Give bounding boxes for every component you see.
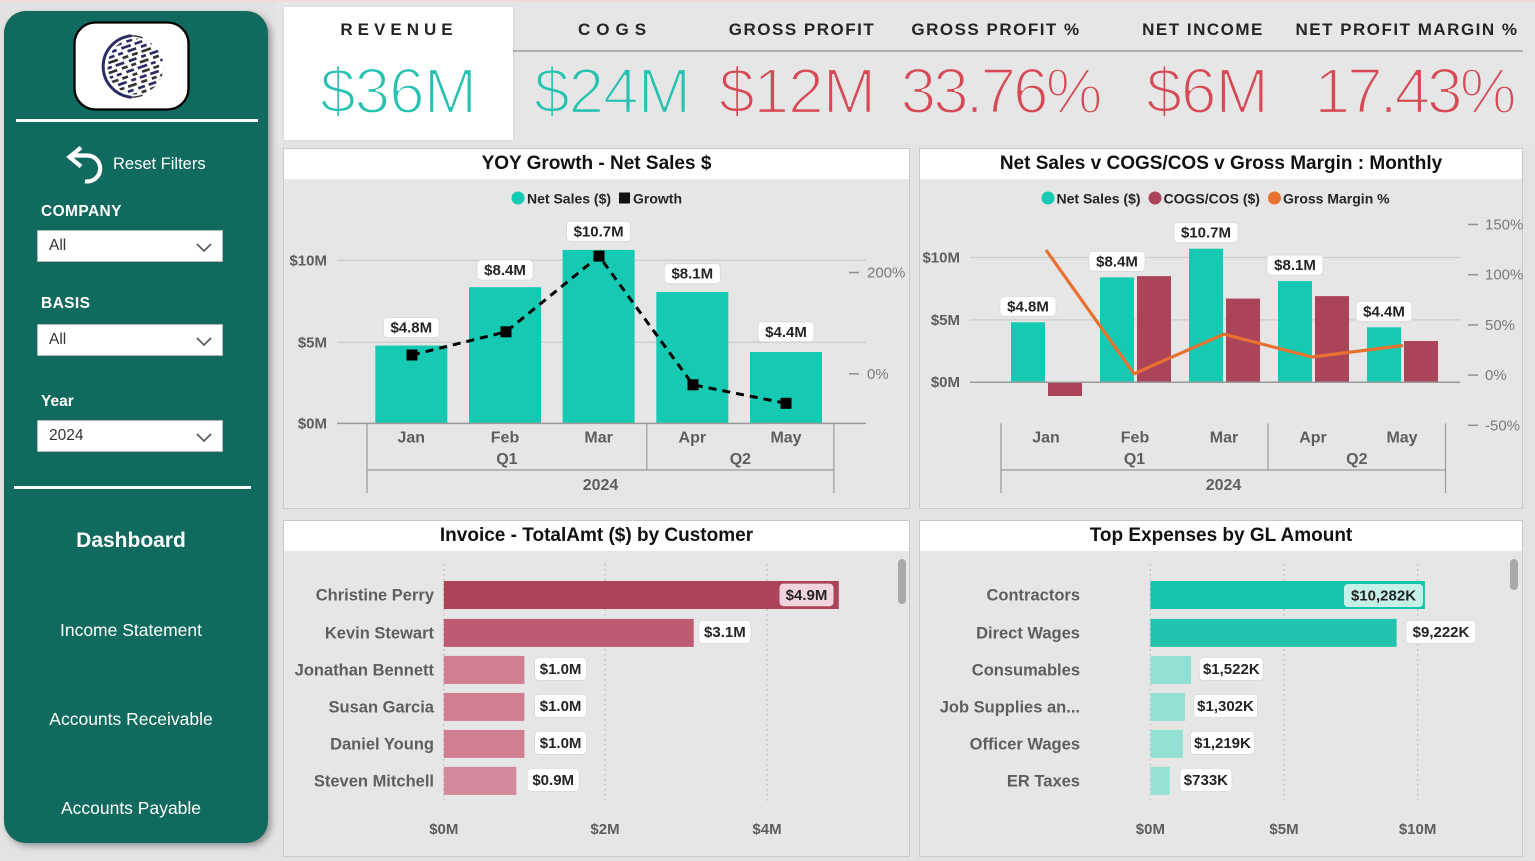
svg-text:$8.1M: $8.1M — [1274, 257, 1316, 274]
svg-text:Q2: Q2 — [1346, 451, 1367, 468]
svg-text:ER Taxes: ER Taxes — [1007, 772, 1080, 790]
svg-text:$0M: $0M — [429, 821, 458, 838]
svg-text:$4.9M: $4.9M — [786, 587, 828, 604]
svg-text:$4M: $4M — [752, 821, 781, 838]
svg-text:Jan: Jan — [1032, 430, 1060, 447]
svg-text:100%: 100% — [1485, 267, 1523, 284]
svg-text:$8.4M: $8.4M — [484, 262, 526, 279]
svg-text:Jonathan Bennett: Jonathan Bennett — [295, 661, 435, 679]
svg-text:Q1: Q1 — [1124, 451, 1145, 468]
svg-text:0%: 0% — [867, 366, 889, 383]
svg-text:Q2: Q2 — [730, 451, 751, 468]
svg-text:$733K: $733K — [1184, 772, 1228, 789]
svg-text:$1,522K: $1,522K — [1203, 661, 1260, 678]
svg-text:Q1: Q1 — [496, 451, 517, 468]
svg-text:50%: 50% — [1485, 317, 1515, 334]
svg-text:Christine Perry: Christine Perry — [316, 587, 435, 605]
svg-text:$10.7M: $10.7M — [1181, 225, 1231, 242]
svg-text:COGS/COS ($): COGS/COS ($) — [1164, 191, 1260, 207]
svg-text:Officer Wages: Officer Wages — [970, 735, 1080, 753]
svg-text:$1.0M: $1.0M — [540, 698, 582, 715]
svg-text:Mar: Mar — [1210, 430, 1238, 447]
svg-text:$4.8M: $4.8M — [1007, 298, 1049, 315]
svg-text:Daniel Young: Daniel Young — [330, 735, 434, 753]
svg-text:Jan: Jan — [398, 430, 426, 447]
svg-text:$5M: $5M — [1269, 821, 1298, 838]
svg-text:Susan Garcia: Susan Garcia — [329, 698, 435, 716]
svg-text:$1.0M: $1.0M — [540, 735, 582, 752]
svg-text:$0M: $0M — [1136, 821, 1165, 838]
svg-text:2024: 2024 — [583, 477, 619, 494]
svg-text:$8.1M: $8.1M — [671, 266, 713, 283]
svg-text:Apr: Apr — [679, 430, 707, 447]
svg-text:Net Sales ($): Net Sales ($) — [527, 191, 611, 207]
svg-text:$5M: $5M — [931, 312, 960, 329]
svg-text:Mar: Mar — [584, 430, 612, 447]
svg-text:Contractors: Contractors — [986, 587, 1080, 605]
svg-text:Feb: Feb — [1121, 430, 1150, 447]
svg-text:$10,282K: $10,282K — [1351, 588, 1416, 605]
svg-text:$10M: $10M — [1399, 821, 1437, 838]
svg-text:Net Sales ($): Net Sales ($) — [1057, 191, 1141, 207]
svg-text:0%: 0% — [1485, 367, 1507, 384]
svg-text:$10M: $10M — [922, 250, 960, 267]
svg-text:Job Supplies an...: Job Supplies an... — [940, 698, 1080, 716]
svg-text:150%: 150% — [1485, 217, 1523, 234]
svg-text:$1,302K: $1,302K — [1197, 698, 1254, 715]
svg-text:$0.9M: $0.9M — [532, 772, 574, 789]
svg-text:$4.8M: $4.8M — [390, 320, 432, 337]
svg-text:Apr: Apr — [1299, 430, 1327, 447]
svg-text:$2M: $2M — [590, 821, 619, 838]
svg-text:$0M: $0M — [298, 415, 327, 432]
svg-text:Consumables: Consumables — [972, 661, 1080, 679]
svg-text:Kevin Stewart: Kevin Stewart — [325, 624, 435, 642]
svg-text:Direct Wages: Direct Wages — [976, 624, 1080, 642]
svg-text:$9,222K: $9,222K — [1413, 624, 1470, 641]
svg-text:-50%: -50% — [1485, 417, 1520, 434]
svg-text:Feb: Feb — [491, 430, 520, 447]
svg-text:May: May — [770, 430, 801, 447]
svg-text:$1,219K: $1,219K — [1194, 735, 1251, 752]
svg-text:$5M: $5M — [298, 334, 327, 351]
svg-text:2024: 2024 — [1206, 477, 1242, 494]
svg-text:$3.1M: $3.1M — [704, 624, 746, 641]
svg-text:$10.7M: $10.7M — [574, 223, 624, 240]
svg-text:$1.0M: $1.0M — [540, 661, 582, 678]
svg-text:$8.4M: $8.4M — [1096, 253, 1138, 270]
svg-text:$0M: $0M — [931, 374, 960, 391]
svg-text:Steven Mitchell: Steven Mitchell — [314, 772, 434, 790]
svg-text:200%: 200% — [867, 265, 905, 282]
svg-text:$4.4M: $4.4M — [1363, 303, 1405, 320]
svg-text:Growth: Growth — [633, 191, 682, 207]
svg-text:Gross Margin %: Gross Margin % — [1283, 191, 1390, 207]
svg-text:May: May — [1386, 430, 1417, 447]
svg-text:$4.4M: $4.4M — [765, 324, 807, 341]
svg-text:$10M: $10M — [289, 252, 327, 269]
